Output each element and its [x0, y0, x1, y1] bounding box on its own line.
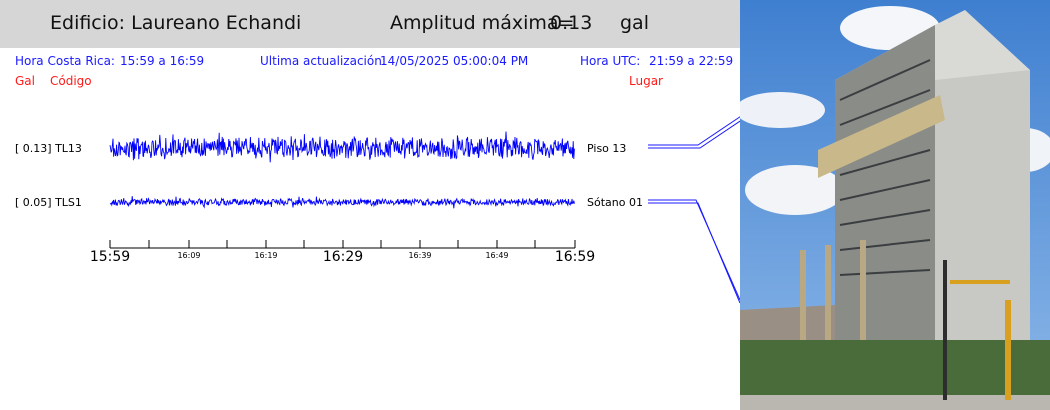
channel-label-tls1: [ 0.05] TLS1: [15, 196, 82, 209]
time-tick-mid: 16:29: [322, 249, 364, 265]
time-tick: 16:49: [485, 251, 509, 260]
code-column-label: Código: [50, 74, 92, 88]
connector-sotano-01: [648, 199, 740, 304]
channel-label-tl13: [ 0.13] TL13: [15, 142, 82, 155]
building-name: Edificio: Laureano Echandi: [50, 12, 302, 34]
place-column-label: Lugar: [629, 74, 663, 88]
max-amplitude-label: Amplitud máxima=: [390, 12, 575, 34]
waveform-trace-tls1: [109, 196, 575, 209]
last-update-value: 14/05/2025 05:00:04 PM: [380, 54, 529, 68]
channel-place-tls1: Sótano 01: [587, 196, 643, 209]
title-bar: Edificio: Laureano Echandi Amplitud máxi…: [0, 0, 740, 48]
time-tick: 16:09: [177, 251, 201, 260]
time-tick-end: 16:59: [554, 249, 596, 265]
connector-piso-13: [648, 116, 740, 149]
waveform-plot: [109, 116, 740, 304]
waveform-trace-tl13: [109, 131, 575, 163]
max-amplitude-value: 0.13: [550, 12, 593, 34]
time-axis: [109, 240, 576, 249]
gal-column-label: Gal: [15, 74, 35, 88]
time-tick: 16:19: [254, 251, 278, 260]
utc-time-label: Hora UTC:: [580, 54, 641, 68]
waveform-path: [109, 196, 575, 209]
waveform-path: [109, 131, 575, 163]
channel-place-tl13: Piso 13: [587, 142, 627, 155]
max-amplitude-unit: gal: [620, 12, 649, 34]
utc-time-range: 21:59 a 22:59: [649, 54, 734, 68]
time-tick: 16:39: [408, 251, 432, 260]
local-time-label: Hora Costa Rica:: [15, 54, 115, 68]
last-update-label: Ultima actualización:: [260, 54, 386, 68]
local-time-range: 15:59 a 16:59: [120, 54, 205, 68]
building-photo: [740, 0, 1050, 410]
time-tick-start: 15:59: [89, 249, 131, 265]
